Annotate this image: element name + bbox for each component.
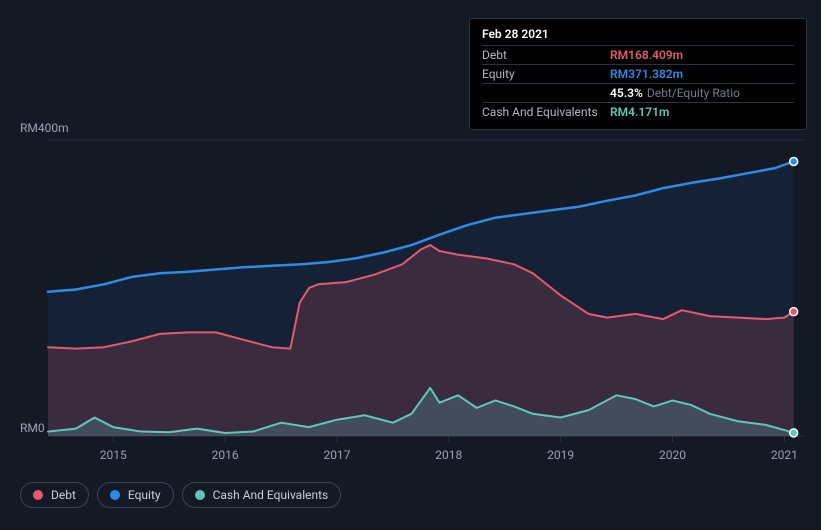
legend-item-debt[interactable]: Debt — [20, 482, 89, 508]
chart-legend: Debt Equity Cash And Equivalents — [20, 482, 341, 508]
tooltip-date: Feb 28 2021 — [482, 27, 794, 45]
y-axis-tick-label: RM0 — [20, 421, 45, 435]
tooltip-subtext: Debt/Equity Ratio — [647, 86, 740, 100]
chart-tooltip: Feb 28 2021 DebtRM168.409mEquityRM371.38… — [469, 18, 807, 130]
tooltip-label: Cash And Equivalents — [482, 105, 610, 119]
tooltip-label: Debt — [482, 48, 610, 62]
x-axis-tick-label: 2017 — [323, 448, 350, 462]
x-axis-tick-label: 2018 — [435, 448, 462, 462]
x-axis-tick-label: 2015 — [100, 448, 127, 462]
tooltip-row: 45.3%Debt/Equity Ratio — [482, 83, 794, 102]
legend-label: Debt — [51, 488, 76, 502]
tooltip-value: RM4.171m — [610, 105, 669, 119]
tooltip-value: RM371.382m — [610, 67, 683, 81]
legend-label: Equity — [128, 488, 161, 502]
legend-item-cash[interactable]: Cash And Equivalents — [182, 482, 342, 508]
legend-marker-icon — [33, 490, 43, 500]
tooltip-row: Cash And EquivalentsRM4.171m — [482, 102, 794, 121]
tooltip-label — [482, 86, 610, 100]
x-axis-tick-label: 2016 — [212, 448, 239, 462]
tooltip-value: RM168.409m — [610, 48, 683, 62]
tooltip-row: EquityRM371.382m — [482, 64, 794, 83]
x-axis-tick-label: 2020 — [659, 448, 686, 462]
y-axis-tick-label: RM400m — [20, 121, 69, 135]
tooltip-label: Equity — [482, 67, 610, 81]
legend-label: Cash And Equivalents — [213, 488, 329, 502]
legend-item-equity[interactable]: Equity — [97, 482, 174, 508]
tooltip-value: 45.3%Debt/Equity Ratio — [610, 86, 740, 100]
x-axis-tick-label: 2019 — [547, 448, 574, 462]
legend-marker-icon — [195, 490, 205, 500]
legend-marker-icon — [110, 490, 120, 500]
tooltip-row: DebtRM168.409m — [482, 45, 794, 64]
x-axis-tick-label: 2021 — [771, 448, 798, 462]
